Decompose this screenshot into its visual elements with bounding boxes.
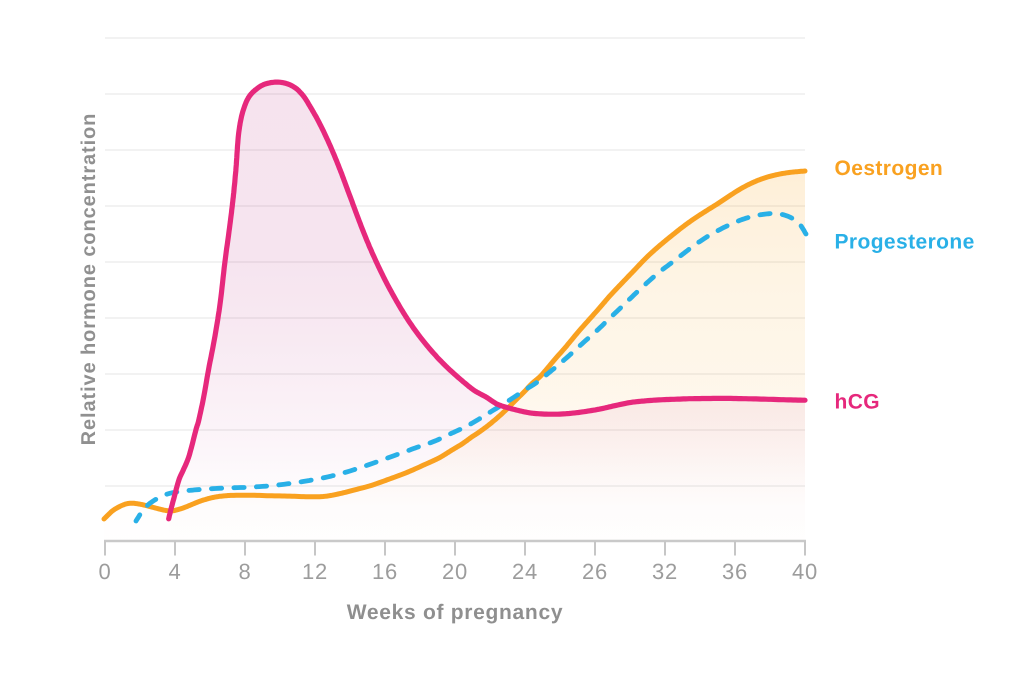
svg-text:Weeks of pregnancy: Weeks of pregnancy: [347, 601, 563, 624]
svg-text:4: 4: [168, 559, 181, 584]
svg-text:16: 16: [372, 559, 398, 584]
svg-text:0: 0: [98, 559, 111, 584]
svg-text:Relative hormone concentration: Relative hormone concentration: [78, 113, 100, 446]
svg-text:hCG: hCG: [835, 391, 881, 414]
svg-text:40: 40: [792, 559, 818, 584]
svg-text:8: 8: [238, 559, 251, 584]
svg-text:Oestrogen: Oestrogen: [835, 157, 944, 180]
svg-text:20: 20: [442, 559, 468, 584]
svg-text:26: 26: [582, 559, 608, 584]
svg-text:12: 12: [302, 559, 328, 584]
svg-text:32: 32: [652, 559, 678, 584]
svg-text:24: 24: [512, 559, 538, 584]
svg-text:36: 36: [722, 559, 748, 584]
svg-text:Progesterone: Progesterone: [835, 230, 975, 253]
